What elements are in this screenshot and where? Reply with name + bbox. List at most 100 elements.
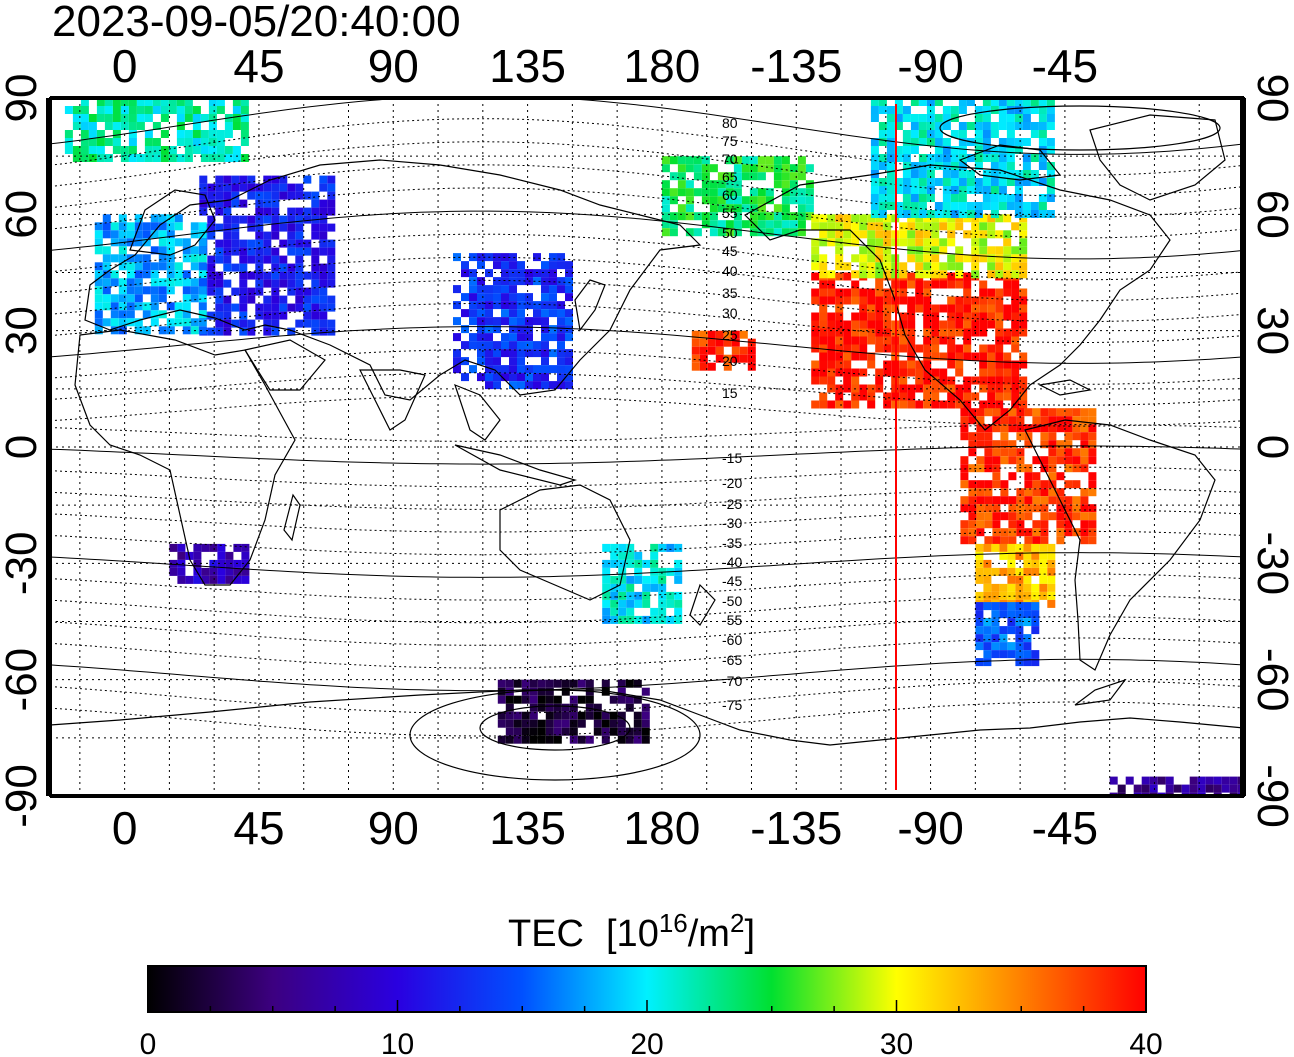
tec-cell [883,400,892,409]
tec-cell [453,285,461,294]
tec-cell [907,296,916,305]
tec-cell [602,575,611,584]
tec-cell [493,301,501,310]
tec-cell [327,247,336,256]
tec-cell [94,278,103,287]
tec-cell [819,328,828,337]
tec-cell [992,424,1001,433]
tec-cell [835,312,844,321]
tec-cell [811,360,820,369]
tec-cell [950,162,959,170]
tec-cell [902,178,911,186]
tec-cell [327,191,336,200]
tec-cell [934,202,943,210]
tec-cell [94,262,103,271]
tec-cell [982,114,991,122]
tec-cell [224,130,233,138]
tec-cell [319,303,328,312]
tec-cell [263,311,272,320]
tec-cell [699,354,708,363]
tec-cell [982,170,991,178]
tec-cell [525,373,533,382]
tec-cell [915,344,924,353]
tec-cell [601,735,610,744]
tec-cell [533,253,541,262]
tec-cell [990,202,999,210]
tec-cell [1048,424,1057,433]
tec-cell [287,287,296,296]
tec-cell [517,277,525,286]
tec-cell [1031,650,1040,659]
tec-cell [974,202,983,210]
tec-cell [193,543,202,552]
tec-cell [327,319,336,328]
tec-cell [939,352,948,361]
tec-cell [529,727,538,736]
tec-cell [870,186,879,194]
tec-cell [878,162,887,170]
tec-cell [150,214,159,223]
tec-cell [971,222,980,231]
tec-cell [899,368,908,377]
tec-cell [626,599,635,608]
tec-cell [505,735,514,744]
tec-cell [553,727,562,736]
tec-cell [469,309,477,318]
tec-cell [485,317,493,326]
tec-cell [983,583,992,592]
tec-cell [517,309,525,318]
tec-cell [1032,472,1041,481]
left-y-tick-label: 90 [0,74,46,123]
tec-cell [166,238,175,247]
tec-cell [765,156,774,165]
tec-cell [991,583,1000,592]
tec-cell [263,183,272,192]
tec-cell [1007,559,1016,568]
tec-cell [549,277,557,286]
tec-cell [150,230,159,239]
tec-cell [199,207,208,216]
tec-cell [939,328,948,337]
tec-cell [999,602,1008,611]
tec-cell [878,122,887,130]
tec-cell [991,626,1000,635]
tec-cell [241,551,250,560]
tec-cell [279,263,288,272]
tec-cell [240,106,249,114]
tec-cell [661,212,670,221]
tec-cell [918,194,927,202]
tec-cell [602,543,611,552]
contour-label: 50 [722,225,738,241]
tec-cell [176,106,185,114]
tec-cell [741,164,750,173]
tec-cell [939,270,948,279]
tec-cell [661,204,670,213]
tec-cell [525,333,533,342]
tec-cell [134,278,143,287]
tec-cell [701,164,710,173]
tec-cell [975,567,984,576]
tec-data-cells [64,98,1244,796]
tec-cell [955,270,964,279]
tec-cell [992,504,1001,513]
tec-cell [224,154,233,162]
tec-cell [765,228,774,237]
tec-cell [1046,186,1055,194]
tec-cell [521,735,530,744]
tec-cell [1080,424,1089,433]
tec-cell [907,254,916,263]
tec-cell [886,130,895,138]
tec-cell [958,154,967,162]
tec-cell [907,280,916,289]
tec-cell [1019,262,1028,271]
tec-cell [225,575,234,584]
tec-cell [240,130,249,138]
tec-cell [918,170,927,178]
tec-cell [894,122,903,130]
tec-cell [158,214,167,223]
tec-cell [797,172,806,181]
tec-cell [176,98,185,106]
tec-cell [223,175,232,184]
tec-cell [931,270,940,279]
tec-cell [955,400,964,409]
